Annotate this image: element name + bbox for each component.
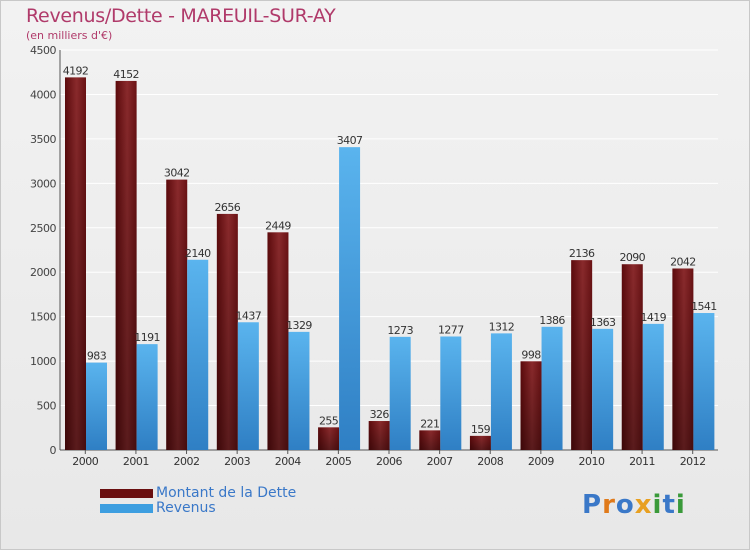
bar-dette-shade (166, 179, 188, 450)
data-label-revenus: 983 (87, 350, 107, 363)
data-label-dette: 3042 (164, 167, 190, 180)
bar-dette-shade (672, 268, 694, 450)
bar-dette-shade (267, 232, 289, 450)
bar-dette-shade (368, 421, 390, 450)
bar-revenus (541, 326, 563, 450)
bar-revenus (187, 259, 209, 450)
y-tick-label: 1500 (30, 311, 56, 324)
y-tick-label: 1000 (30, 355, 56, 368)
bar-revenus (237, 322, 259, 450)
bar-dette-shade (621, 264, 643, 450)
x-tick-label: 2002 (174, 455, 200, 468)
data-label-revenus: 1541 (691, 300, 717, 313)
data-label-revenus: 1329 (286, 319, 312, 332)
logo-letter: o (615, 490, 635, 520)
data-label-revenus: 1273 (387, 324, 413, 337)
bar-revenus (440, 336, 462, 450)
bar-dette-shade (318, 427, 340, 450)
x-tick-label: 2007 (427, 455, 453, 468)
bar-dette-shade (520, 361, 542, 450)
data-label-dette: 2449 (265, 219, 291, 232)
data-label-revenus: 1312 (489, 320, 515, 333)
x-tick-label: 2005 (325, 455, 351, 468)
data-label-revenus: 1277 (438, 323, 464, 336)
bar-dette-shade (469, 435, 491, 450)
logo-letter: r (602, 490, 616, 520)
logo-letter: x (634, 490, 653, 520)
bar-revenus (389, 336, 411, 450)
logo-letter: i (652, 490, 663, 520)
logo-letter: t (662, 490, 676, 520)
bar-revenus (693, 313, 715, 450)
data-label-dette: 2042 (670, 255, 696, 268)
data-label-dette: 998 (521, 348, 541, 361)
data-label-dette: 2656 (215, 201, 241, 214)
legend-label-dette: Montant de la Dette (156, 485, 297, 501)
bar-revenus (136, 344, 158, 450)
proxiti-logo: Proxiti (582, 490, 686, 520)
x-tick-label: 2010 (578, 455, 604, 468)
data-label-dette: 2136 (569, 247, 595, 260)
data-label-dette: 326 (370, 408, 390, 421)
logo-letter: i (675, 490, 686, 520)
data-label-dette: 159 (471, 423, 491, 436)
legend-label-revenus: Revenus (156, 500, 216, 516)
data-label-revenus: 1386 (539, 314, 565, 327)
data-label-dette: 2090 (619, 251, 645, 264)
bar-revenus (288, 331, 310, 450)
data-label-dette: 255 (319, 414, 339, 427)
y-tick-label: 3500 (30, 133, 56, 146)
x-tick-label: 2006 (376, 455, 402, 468)
x-tick-label: 2012 (680, 455, 706, 468)
bar-dette-shade (571, 260, 593, 450)
legend-swatch-dette (100, 489, 153, 498)
bar-revenus (86, 362, 107, 450)
bar-revenus (642, 323, 664, 450)
x-tick-label: 2008 (477, 455, 503, 468)
x-tick-label: 2003 (224, 455, 250, 468)
x-tick-label: 2004 (275, 455, 301, 468)
bar-dette-shade (419, 430, 441, 450)
bar-revenus (490, 333, 512, 450)
data-label-revenus: 2140 (185, 247, 211, 260)
data-label-revenus: 3407 (337, 134, 363, 147)
data-label-dette: 4152 (113, 68, 139, 81)
y-tick-label: 2500 (30, 222, 56, 235)
x-tick-label: 2011 (629, 455, 655, 468)
data-label-revenus: 1419 (640, 311, 666, 324)
logo-letter: P (582, 490, 603, 520)
data-label-dette: 4192 (63, 64, 89, 77)
chart-subtitle: (en milliers d'€) (26, 29, 113, 42)
y-tick-label: 3000 (30, 177, 56, 190)
x-tick-label: 2001 (123, 455, 149, 468)
y-tick-label: 500 (37, 400, 57, 413)
legend-swatch-revenus (100, 504, 153, 513)
y-tick-label: 4000 (30, 88, 56, 101)
data-label-revenus: 1191 (134, 331, 160, 344)
data-label-revenus: 1363 (590, 316, 616, 329)
bar-revenus (592, 328, 614, 450)
bar-dette-shade (115, 80, 137, 450)
chart-title: Revenus/Dette - MAREUIL-SUR-AY (26, 5, 336, 27)
y-tick-label: 4500 (30, 44, 56, 57)
data-label-dette: 221 (420, 417, 439, 430)
data-label-revenus: 1437 (236, 309, 262, 322)
bar-dette-shade (65, 77, 86, 450)
bar-dette-shade (216, 213, 238, 450)
y-tick-label: 2000 (30, 266, 56, 279)
y-tick-label: 0 (50, 444, 57, 457)
bar-revenus (339, 147, 361, 450)
x-tick-label: 2009 (528, 455, 554, 468)
x-tick-label: 2000 (72, 455, 98, 468)
